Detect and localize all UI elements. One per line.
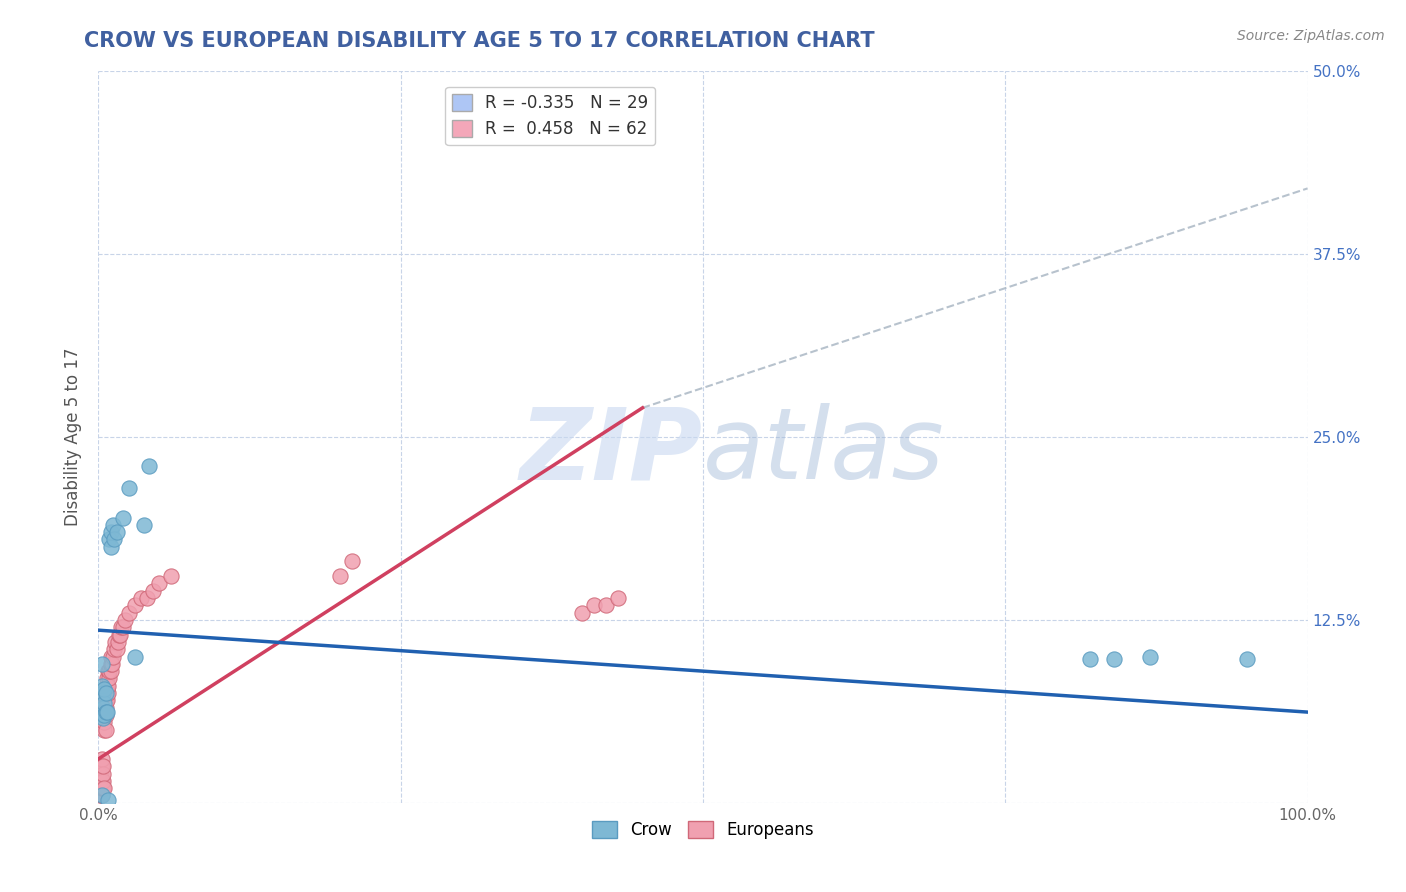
Point — [97, 679, 120, 693]
Point — [90, 789, 112, 803]
Point — [138, 459, 160, 474]
Point — [98, 664, 121, 678]
Point — [90, 781, 112, 796]
Point — [107, 635, 129, 649]
Point — [100, 649, 122, 664]
Point — [91, 686, 114, 700]
Point — [111, 510, 134, 524]
Point — [91, 708, 114, 723]
Point — [607, 591, 630, 605]
Point — [100, 664, 122, 678]
Point — [103, 533, 125, 547]
Point — [93, 715, 115, 730]
Point — [91, 759, 114, 773]
Point — [98, 672, 121, 686]
Text: CROW VS EUROPEAN DISABILITY AGE 5 TO 17 CORRELATION CHART: CROW VS EUROPEAN DISABILITY AGE 5 TO 17 … — [84, 31, 875, 51]
Point — [89, 789, 111, 803]
Point — [1236, 652, 1258, 666]
Point — [96, 672, 118, 686]
Point — [93, 696, 115, 710]
Point — [96, 679, 118, 693]
Text: Source: ZipAtlas.com: Source: ZipAtlas.com — [1237, 29, 1385, 43]
Point — [108, 627, 131, 641]
Point — [1078, 652, 1101, 666]
Point — [98, 533, 121, 547]
Point — [89, 766, 111, 780]
Point — [96, 686, 118, 700]
Point — [91, 759, 114, 773]
Point — [100, 657, 122, 671]
Point — [91, 766, 114, 780]
Point — [91, 781, 114, 796]
Point — [103, 642, 125, 657]
Point — [96, 705, 118, 719]
Point — [91, 657, 114, 671]
Point — [90, 766, 112, 780]
Point — [105, 642, 128, 657]
Point — [100, 525, 122, 540]
Point — [101, 517, 124, 532]
Point — [329, 569, 352, 583]
Point — [93, 723, 115, 737]
Point — [91, 679, 114, 693]
Point — [93, 781, 115, 796]
Text: ZIP: ZIP — [520, 403, 703, 500]
Point — [583, 599, 606, 613]
Point — [160, 569, 183, 583]
Point — [148, 576, 170, 591]
Point — [118, 606, 141, 620]
Point — [94, 723, 117, 737]
Point — [111, 620, 134, 634]
Point — [1139, 649, 1161, 664]
Point — [104, 635, 127, 649]
Point — [100, 540, 122, 554]
Point — [94, 686, 117, 700]
Point — [94, 700, 117, 714]
Point — [89, 781, 111, 796]
Point — [1102, 652, 1125, 666]
Point — [91, 781, 114, 796]
Point — [108, 627, 131, 641]
Point — [93, 681, 115, 696]
Point — [129, 591, 152, 605]
Point — [91, 752, 114, 766]
Point — [91, 789, 114, 803]
Point — [94, 708, 117, 723]
Point — [97, 686, 120, 700]
Point — [91, 789, 114, 803]
Point — [90, 759, 112, 773]
Point — [90, 773, 112, 788]
Point — [105, 525, 128, 540]
Point — [124, 649, 146, 664]
Point — [595, 599, 617, 613]
Point — [97, 793, 120, 807]
Point — [571, 606, 593, 620]
Point — [97, 664, 120, 678]
Point — [100, 657, 122, 671]
Point — [94, 705, 117, 719]
Point — [91, 711, 114, 725]
Point — [101, 649, 124, 664]
Point — [114, 613, 136, 627]
Point — [142, 583, 165, 598]
Legend: Crow, Europeans: Crow, Europeans — [585, 814, 821, 846]
Point — [91, 773, 114, 788]
Point — [134, 517, 156, 532]
Point — [93, 708, 115, 723]
Point — [91, 700, 114, 714]
Text: atlas: atlas — [703, 403, 945, 500]
Point — [89, 773, 111, 788]
Point — [118, 481, 141, 495]
Point — [124, 599, 146, 613]
Point — [93, 708, 115, 723]
Point — [91, 773, 114, 788]
Point — [94, 693, 117, 707]
Point — [96, 693, 118, 707]
Point — [342, 554, 364, 568]
Point — [110, 620, 132, 634]
Point — [135, 591, 157, 605]
Y-axis label: Disability Age 5 to 17: Disability Age 5 to 17 — [65, 348, 83, 526]
